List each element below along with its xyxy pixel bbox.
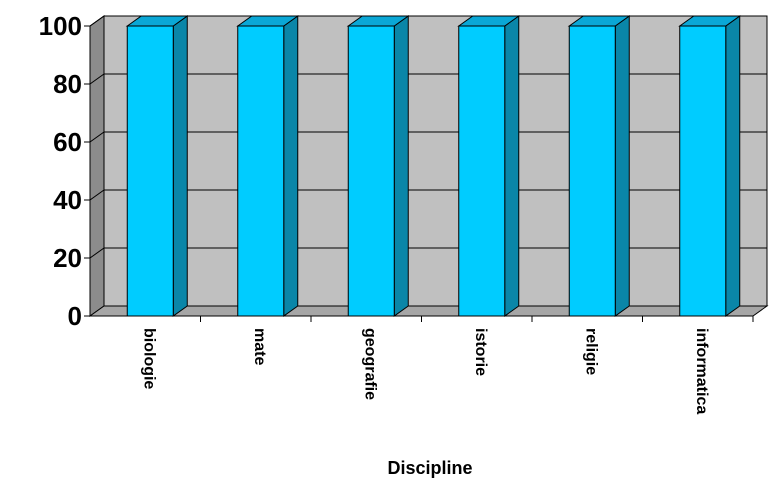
x-axis-label: Discipline xyxy=(387,458,472,478)
gridline xyxy=(89,247,767,259)
bar-geografie xyxy=(346,15,410,317)
y-tick-label: 100 xyxy=(39,11,82,41)
bar-side xyxy=(393,15,409,317)
y-tick-label: 60 xyxy=(53,127,82,157)
bar-side xyxy=(283,15,299,317)
axes xyxy=(84,25,754,322)
gridlines xyxy=(89,15,767,259)
gridline xyxy=(89,189,767,201)
x-tick-label: biologie xyxy=(140,328,157,389)
back-wall xyxy=(103,15,768,307)
bars xyxy=(125,15,742,317)
y-tick-label: 80 xyxy=(53,69,82,99)
bar-front xyxy=(568,25,616,317)
floor xyxy=(88,305,769,317)
bar-biologie xyxy=(125,15,189,317)
y-tick-label: 20 xyxy=(53,243,82,273)
gridline xyxy=(89,15,767,27)
x-tick-labels: biologie mate geografie istorie religie infor… xyxy=(140,328,710,414)
bar-front xyxy=(237,25,285,317)
gridline xyxy=(89,131,767,143)
x-tick-label: istorie xyxy=(472,328,489,376)
bar-front xyxy=(458,25,506,317)
y-tick-label: 0 xyxy=(68,301,82,331)
bar-front xyxy=(347,25,395,317)
bar-informatica xyxy=(678,15,742,317)
bar-front xyxy=(126,25,174,317)
bar-side xyxy=(614,15,630,317)
x-tick-label: geografie xyxy=(361,328,378,400)
bar-side xyxy=(725,15,741,317)
bar-religie xyxy=(567,15,631,317)
x-tick-label: religie xyxy=(582,328,599,375)
y-tick-labels: 0 20 40 60 80 100 xyxy=(39,11,82,331)
x-tick-label: mate xyxy=(251,328,268,365)
bar-side xyxy=(504,15,520,317)
bar-mate xyxy=(236,15,300,317)
gridline xyxy=(89,73,767,85)
bar-istorie xyxy=(457,15,521,317)
y-tick-label: 40 xyxy=(53,185,82,215)
side-wall xyxy=(89,15,105,317)
x-tick-label: informatica xyxy=(693,328,710,414)
bar-side xyxy=(172,15,188,317)
chart-walls xyxy=(88,15,769,317)
bar-front xyxy=(679,25,727,317)
